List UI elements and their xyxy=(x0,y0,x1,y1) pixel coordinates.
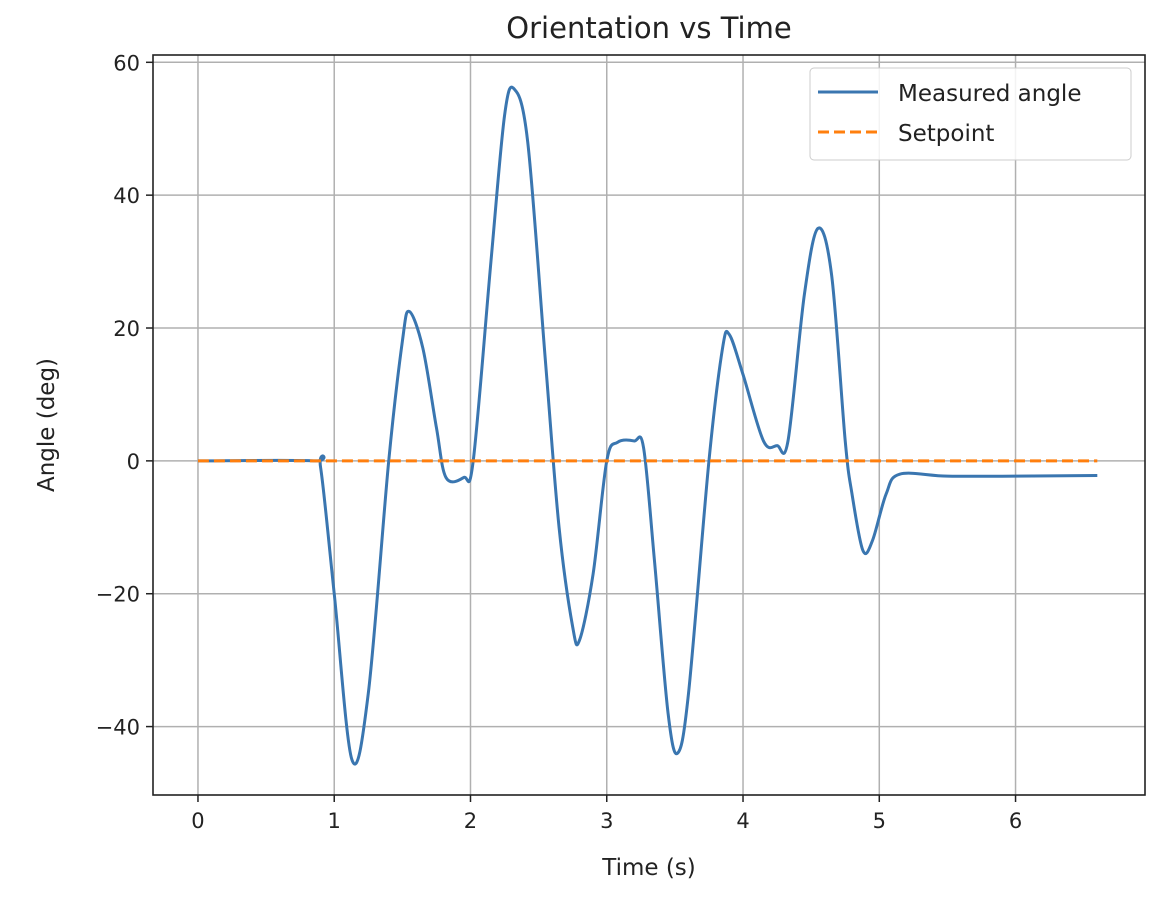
legend-label-setpoint: Setpoint xyxy=(898,121,994,147)
grid-lines xyxy=(153,55,1145,795)
y-tick-label: 40 xyxy=(113,184,140,208)
x-tick-label: 5 xyxy=(873,809,886,833)
tick-group: 0 1 2 3 4 5 6 60 40 20 0 −20 −40 xyxy=(96,51,1023,833)
x-tick-label: 6 xyxy=(1009,809,1022,833)
plot-frame xyxy=(152,54,1146,796)
chart-title: Orientation vs Time xyxy=(506,11,791,45)
y-axis-label: Angle (deg) xyxy=(34,358,60,492)
y-tick-label: −20 xyxy=(96,583,140,607)
x-tick-label: 3 xyxy=(600,809,613,833)
series-line-measured-angle xyxy=(197,85,1098,766)
x-tick-label: 4 xyxy=(736,809,749,833)
legend: Measured angle Setpoint xyxy=(809,67,1132,161)
y-tick-label: 0 xyxy=(127,450,140,474)
series-group xyxy=(197,85,1098,766)
legend-box xyxy=(809,67,1132,161)
y-tick-label: 20 xyxy=(113,317,140,341)
x-tick-label: 0 xyxy=(191,809,204,833)
x-axis-label: Time (s) xyxy=(601,855,696,881)
y-tick-label: 60 xyxy=(113,51,140,75)
x-tick-label: 2 xyxy=(464,809,477,833)
y-tick-label: −40 xyxy=(96,716,140,740)
legend-label-measured: Measured angle xyxy=(898,81,1081,107)
x-tick-label: 1 xyxy=(328,809,341,833)
